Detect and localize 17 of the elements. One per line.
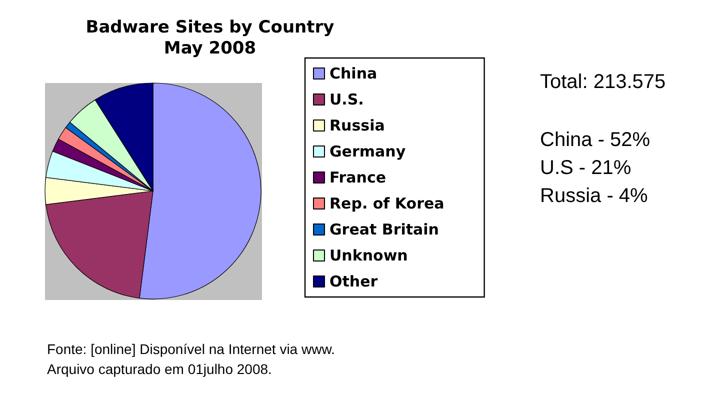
text: China - 52%	[540, 129, 650, 151]
legend-label: Germany	[330, 142, 406, 160]
text: Total: 213.575	[540, 71, 666, 93]
legend-label: China	[330, 64, 378, 82]
text: U.S - 21%	[540, 157, 632, 179]
text: Arquivo capturado em 01julho 2008.	[47, 361, 272, 377]
legend-label: Russia	[330, 116, 385, 134]
source-note: Fonte: [online] Disponível na Internet via www.	[47, 341, 335, 357]
legend-label: Other	[330, 272, 378, 290]
legend-label: Rep. of Korea	[330, 194, 444, 212]
chart-title: Badware Sites by Country	[86, 18, 334, 38]
legend-label: Unknown	[330, 246, 408, 264]
legend-label: U.S.	[330, 90, 364, 108]
legend-label: France	[330, 168, 386, 186]
chart-subtitle: May 2008	[164, 38, 256, 58]
legend-label: Great Britain	[330, 220, 439, 238]
text: Russia - 4%	[540, 185, 648, 207]
